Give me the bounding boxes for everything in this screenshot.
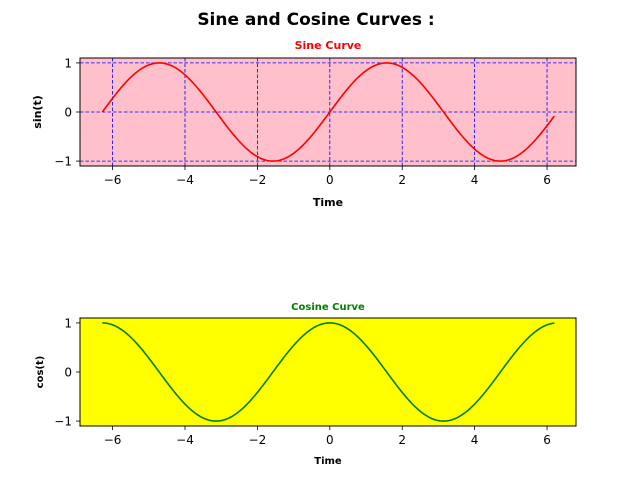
x-tick-label: 4 (471, 173, 479, 187)
cosine-chart: −6 −4 −2 0 2 4 6 −1 0 1 Cosine Curve Time cos(t) (35, 302, 577, 467)
figure-title: Sine and Cosine Curves : (197, 10, 434, 30)
x-tick-label: 6 (543, 173, 551, 187)
x-tick-label: −2 (249, 173, 267, 187)
y-tick-label: 0 (64, 106, 72, 120)
y-tick-label: 1 (64, 316, 72, 330)
x-tick-label: −4 (176, 173, 194, 187)
y-axis-label: cos(t) (35, 356, 46, 389)
chart-title: Sine Curve (295, 39, 362, 52)
x-tick-label: −2 (249, 433, 267, 447)
y-tick-label: 0 (64, 366, 72, 380)
x-tick-label: 2 (398, 433, 406, 447)
x-tick-label: 0 (326, 433, 334, 447)
x-axis-label: Time (314, 456, 342, 467)
y-tick-label: 1 (64, 56, 72, 70)
x-axis-label: Time (313, 196, 343, 209)
x-tick-label: −6 (104, 173, 122, 187)
x-tick-label: 4 (471, 433, 479, 447)
x-tick-label: 2 (398, 173, 406, 187)
y-tick-label: −1 (54, 415, 72, 429)
x-tick-label: −6 (104, 433, 122, 447)
x-tick-label: 6 (543, 433, 551, 447)
chart-title: Cosine Curve (291, 302, 365, 313)
x-tick-label: −4 (176, 433, 194, 447)
y-tick-label: −1 (54, 155, 72, 169)
series-line (102, 322, 555, 422)
plot-area (80, 318, 576, 426)
sine-chart: −6 −4 −2 0 2 4 6 −1 0 1 Sine Curve Time sin(t) (31, 39, 577, 209)
x-tick-label: 0 (326, 173, 334, 187)
y-axis-label: sin(t) (31, 95, 44, 128)
series-line (101, 62, 555, 162)
